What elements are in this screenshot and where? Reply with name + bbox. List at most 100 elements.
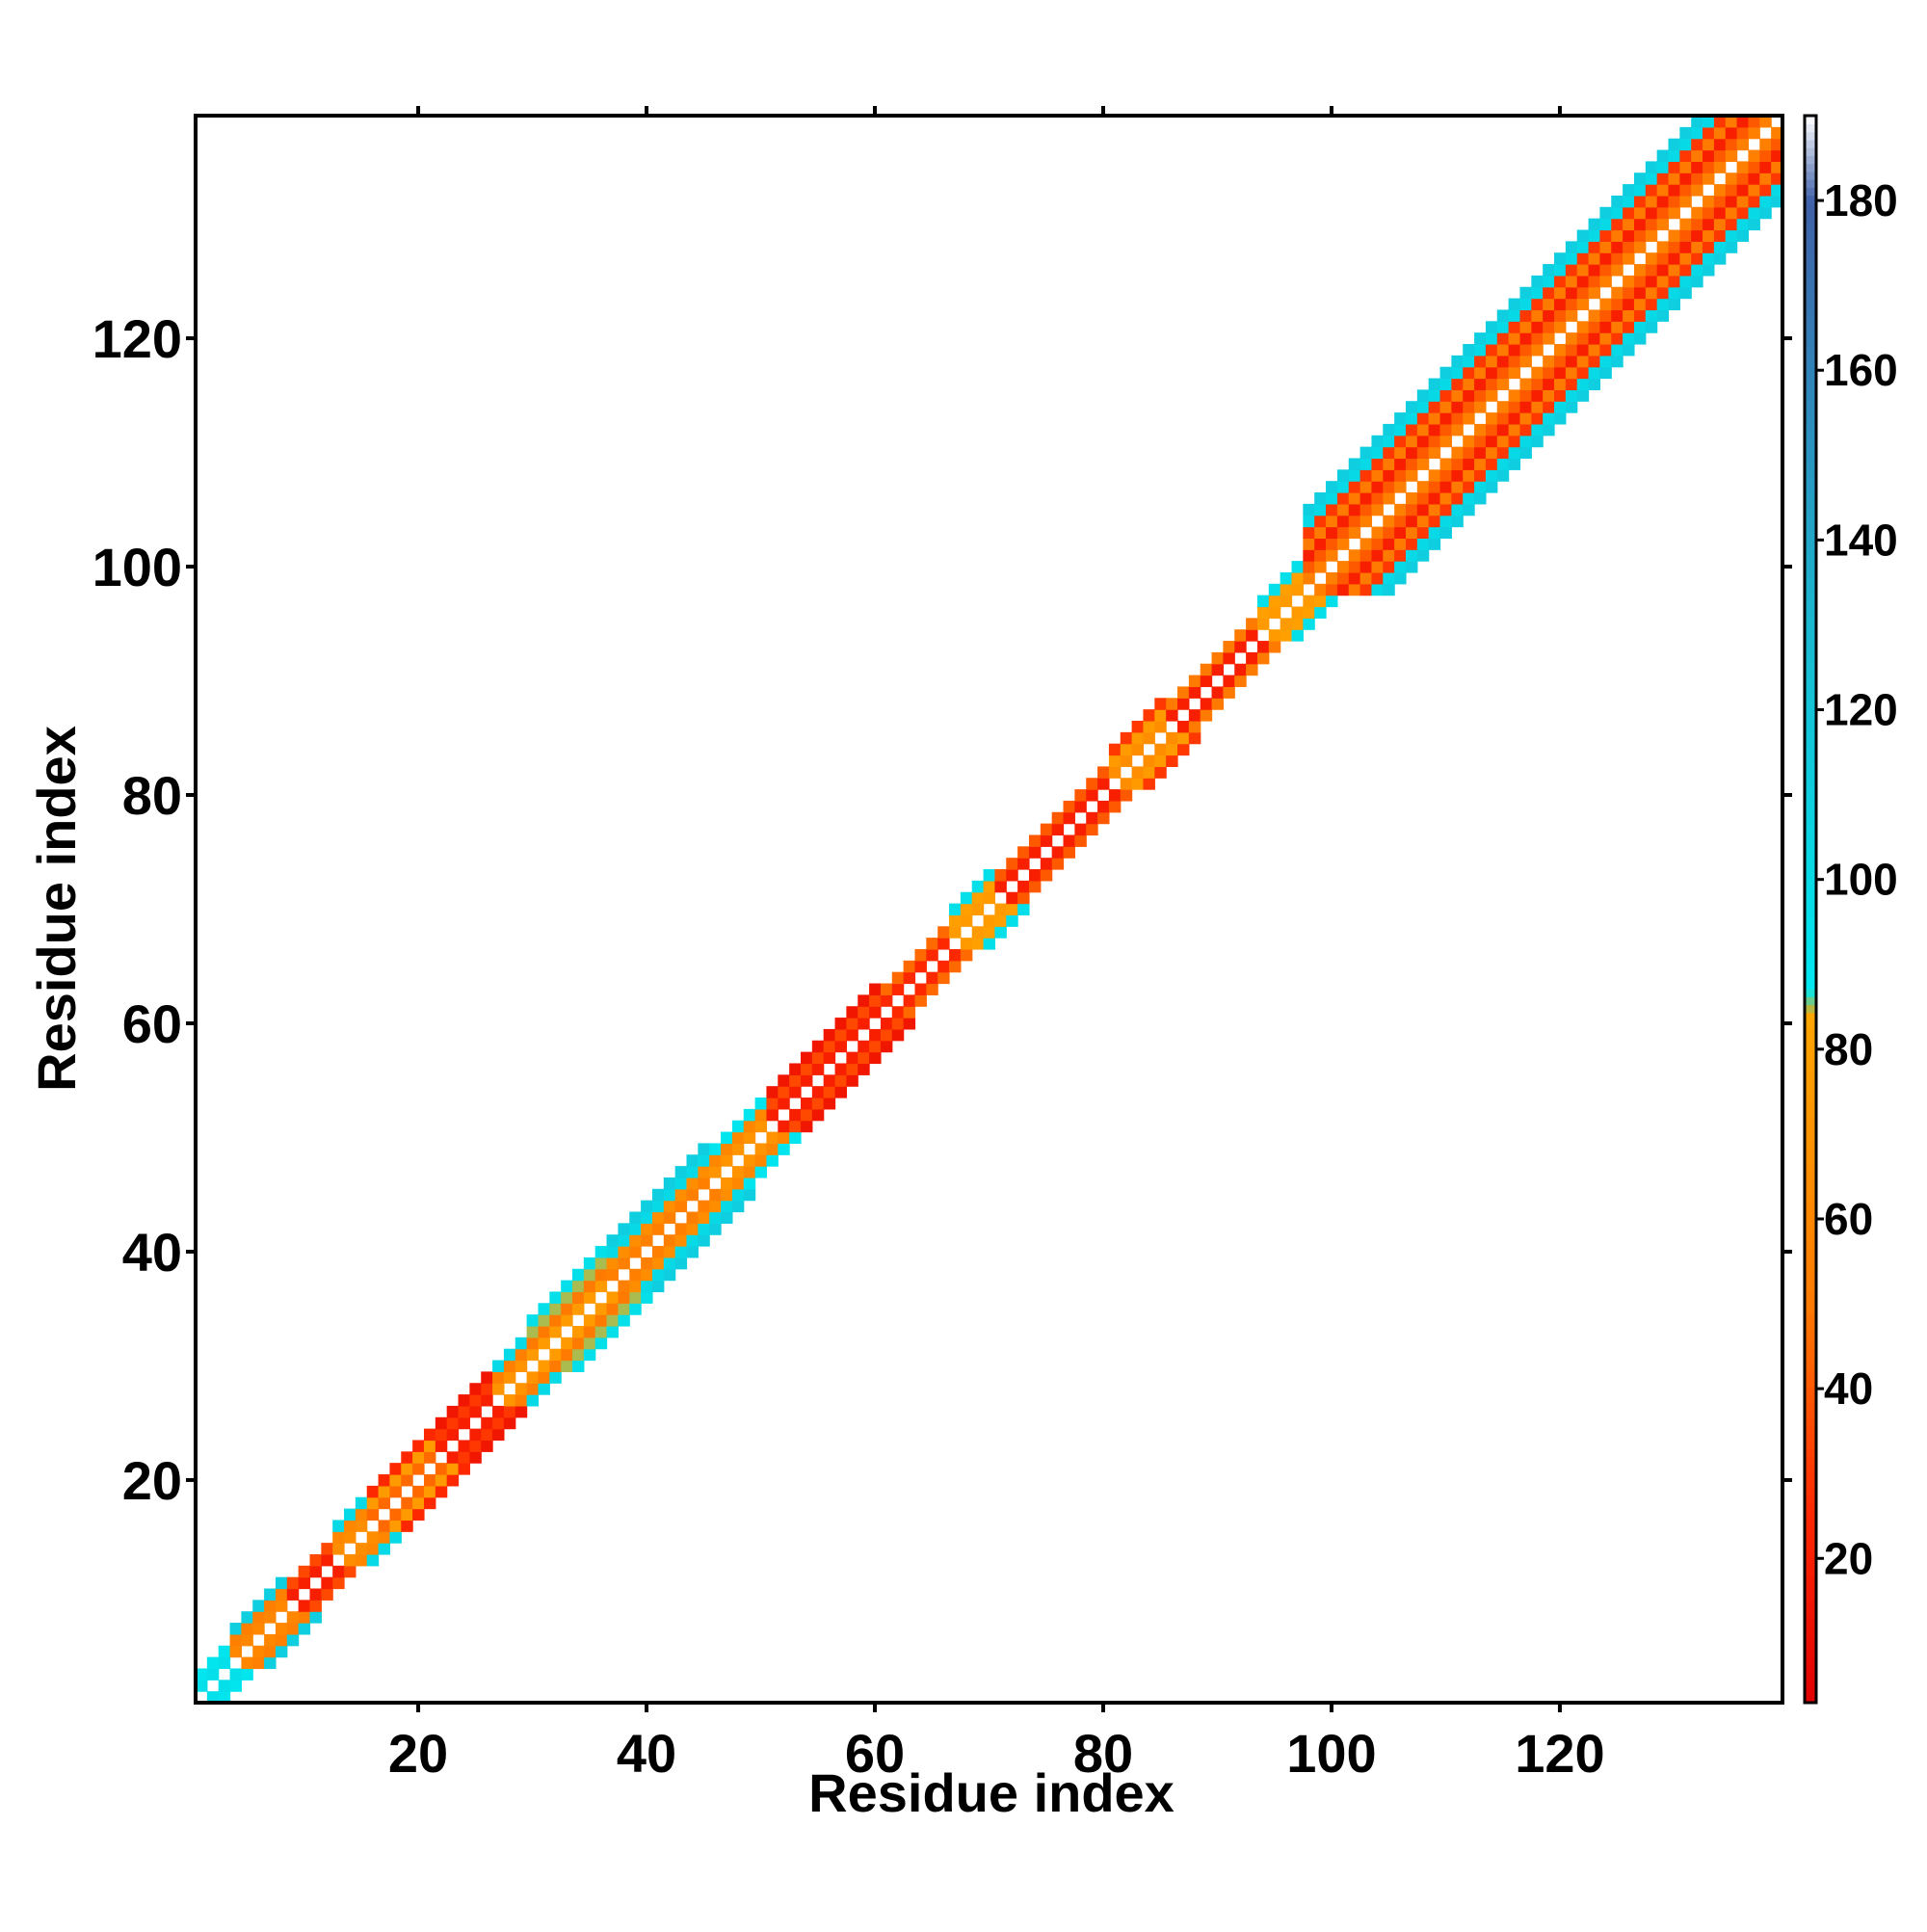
colorbar-segment xyxy=(1805,1361,1816,1370)
heatmap-cell xyxy=(698,1234,710,1247)
heatmap-cell xyxy=(241,1668,253,1681)
heatmap-cell xyxy=(698,1211,710,1224)
heatmap-cell xyxy=(709,1200,722,1213)
heatmap-cell xyxy=(811,1108,825,1122)
heatmap-cell xyxy=(1554,355,1567,368)
heatmap-cell xyxy=(241,1611,253,1624)
colorbar-segment xyxy=(1805,774,1816,783)
heatmap-cell xyxy=(229,1668,242,1681)
heatmap-cell xyxy=(949,948,962,962)
heatmap-cell xyxy=(926,983,938,995)
heatmap-cell xyxy=(823,1098,836,1110)
heatmap-cell xyxy=(1691,184,1703,197)
heatmap-cell xyxy=(458,1440,470,1452)
heatmap-cell xyxy=(698,1143,710,1155)
colorbar-segment xyxy=(1805,885,1816,894)
heatmap-cell xyxy=(458,1394,470,1407)
colorbar-segment xyxy=(1805,305,1816,315)
heatmap-cell xyxy=(1599,309,1612,322)
heatmap-cell xyxy=(1623,343,1635,357)
heatmap-cell xyxy=(1565,401,1578,413)
heatmap-cell xyxy=(332,1520,345,1532)
heatmap-cell xyxy=(549,1314,562,1327)
heatmap-cell xyxy=(458,1416,470,1430)
colorbar-segment xyxy=(1805,425,1816,435)
heatmap-cell xyxy=(937,938,950,950)
heatmap-cell xyxy=(823,1074,836,1087)
colorbar-segment xyxy=(1805,1083,1816,1093)
heatmap-cell xyxy=(1428,435,1441,448)
heatmap-cell xyxy=(275,1645,288,1658)
heatmap-cell xyxy=(1645,252,1658,265)
heatmap-cell xyxy=(834,1028,847,1042)
colorbar-segment xyxy=(1805,1527,1816,1537)
heatmap-cell xyxy=(423,1496,436,1510)
heatmap-cell xyxy=(811,1040,825,1053)
heatmap-cell xyxy=(1623,184,1635,197)
x-tick-label: 100 xyxy=(1286,1723,1376,1784)
heatmap-cell xyxy=(423,1474,436,1487)
heatmap-cell xyxy=(1371,561,1384,573)
heatmap-cell xyxy=(1439,503,1452,516)
heatmap-cell xyxy=(401,1474,413,1487)
heatmap-cell xyxy=(926,971,938,985)
heatmap-cell xyxy=(332,1531,345,1544)
colorbar-segment xyxy=(1805,1409,1816,1418)
heatmap-cell xyxy=(1771,126,1783,140)
heatmap-cell xyxy=(1416,423,1430,437)
heatmap-cell xyxy=(1394,571,1407,585)
heatmap-cell xyxy=(423,1428,436,1442)
colorbar-segment xyxy=(1805,1329,1816,1338)
heatmap-cell xyxy=(1439,481,1452,493)
heatmap-cell xyxy=(731,1120,745,1133)
heatmap-cell xyxy=(1485,469,1498,482)
heatmap-cell xyxy=(1394,469,1407,482)
heatmap-cell xyxy=(880,1040,893,1053)
colorbar-segment xyxy=(1805,1298,1816,1308)
heatmap-cell xyxy=(766,1086,779,1098)
heatmap-cell xyxy=(1474,389,1487,402)
heatmap-cell xyxy=(891,983,905,995)
heatmap-cell xyxy=(606,1303,620,1315)
colorbar-segment xyxy=(1805,861,1816,871)
heatmap-cell xyxy=(481,1383,493,1395)
x-tick-label: 60 xyxy=(845,1723,905,1784)
heatmap-cell xyxy=(606,1314,620,1327)
heatmap-cell xyxy=(503,1360,516,1372)
heatmap-cell xyxy=(526,1314,540,1327)
heatmap-cell xyxy=(606,1246,620,1258)
heatmap-cell xyxy=(1326,571,1338,585)
colorbar-segment xyxy=(1805,734,1816,744)
colorbar-segment xyxy=(1805,1448,1816,1458)
heatmap-cell xyxy=(469,1440,482,1452)
heatmap-cell xyxy=(1679,229,1692,242)
heatmap-cell xyxy=(846,1018,858,1030)
colorbar-segment xyxy=(1805,1353,1816,1363)
colorbar-segment xyxy=(1805,1679,1816,1688)
heatmap-cell xyxy=(378,1485,391,1498)
heatmap-cell xyxy=(561,1303,573,1315)
heatmap-cell xyxy=(1200,663,1213,676)
heatmap-cell xyxy=(286,1576,300,1590)
heatmap-cell xyxy=(1463,378,1475,390)
heatmap-cell xyxy=(1633,298,1647,311)
heatmap-cell xyxy=(1576,355,1590,368)
heatmap-cell xyxy=(1703,229,1715,242)
heatmap-cell xyxy=(594,1314,608,1327)
heatmap-cell xyxy=(1611,229,1623,242)
heatmap-cell xyxy=(1303,561,1315,573)
heatmap-cell xyxy=(1474,423,1487,437)
heatmap-cells xyxy=(196,116,1783,1704)
heatmap-cell xyxy=(286,1633,300,1647)
heatmap-cell xyxy=(754,1098,768,1110)
heatmap-cell xyxy=(823,1040,836,1053)
heatmap-cell xyxy=(1531,378,1544,390)
heatmap-cell xyxy=(1543,298,1555,311)
heatmap-cell xyxy=(641,1280,653,1293)
heatmap-cell xyxy=(583,1257,596,1270)
heatmap-cell xyxy=(1017,880,1030,893)
heatmap-cell xyxy=(1428,412,1441,425)
heatmap-cell xyxy=(1519,435,1532,448)
heatmap-cell xyxy=(1691,161,1703,173)
heatmap-cell xyxy=(1188,709,1201,722)
